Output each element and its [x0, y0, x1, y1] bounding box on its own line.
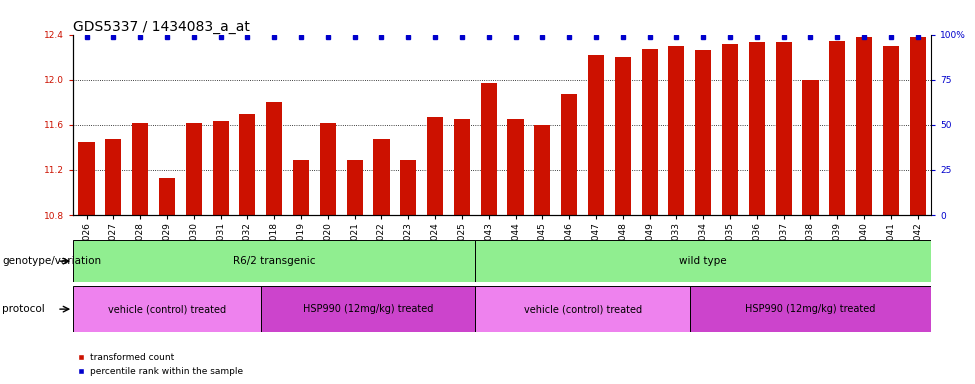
Bar [588, 55, 604, 215]
Legend: transformed count, percentile rank within the sample: transformed count, percentile rank withi… [73, 350, 247, 379]
Bar [776, 43, 792, 215]
Text: wild type: wild type [680, 256, 727, 266]
Bar [534, 125, 550, 215]
Bar [105, 139, 121, 215]
Bar [481, 83, 496, 215]
Bar [159, 178, 176, 215]
Bar [910, 37, 926, 215]
Bar [292, 160, 309, 215]
Bar [266, 102, 283, 215]
Bar [722, 43, 738, 215]
Bar [690, 286, 931, 332]
Text: vehicle (control) treated: vehicle (control) treated [524, 304, 642, 314]
Bar [614, 57, 631, 215]
Bar [802, 79, 819, 215]
Bar [73, 240, 476, 282]
Bar [829, 41, 845, 215]
Bar [240, 114, 255, 215]
Bar [261, 286, 476, 332]
Bar [73, 286, 261, 332]
Bar [749, 43, 765, 215]
Bar [507, 119, 524, 215]
Text: genotype/variation: genotype/variation [2, 256, 101, 266]
Bar [476, 286, 690, 332]
Text: GDS5337 / 1434083_a_at: GDS5337 / 1434083_a_at [73, 20, 250, 33]
Bar [133, 122, 148, 215]
Bar [320, 122, 335, 215]
Bar [669, 46, 684, 215]
Bar [883, 46, 899, 215]
Bar [400, 160, 416, 215]
Text: protocol: protocol [2, 304, 45, 314]
Bar [476, 240, 931, 282]
Bar [78, 142, 95, 215]
Text: HSP990 (12mg/kg) treated: HSP990 (12mg/kg) treated [303, 304, 433, 314]
Bar [427, 117, 443, 215]
Text: HSP990 (12mg/kg) treated: HSP990 (12mg/kg) treated [745, 304, 876, 314]
Bar [373, 139, 389, 215]
Bar [561, 94, 577, 215]
Bar [856, 37, 873, 215]
Bar [213, 121, 228, 215]
Bar [346, 160, 363, 215]
Bar [185, 122, 202, 215]
Text: R6/2 transgenic: R6/2 transgenic [233, 256, 316, 266]
Bar [453, 119, 470, 215]
Bar [695, 50, 712, 215]
Text: vehicle (control) treated: vehicle (control) treated [108, 304, 226, 314]
Bar [642, 49, 658, 215]
